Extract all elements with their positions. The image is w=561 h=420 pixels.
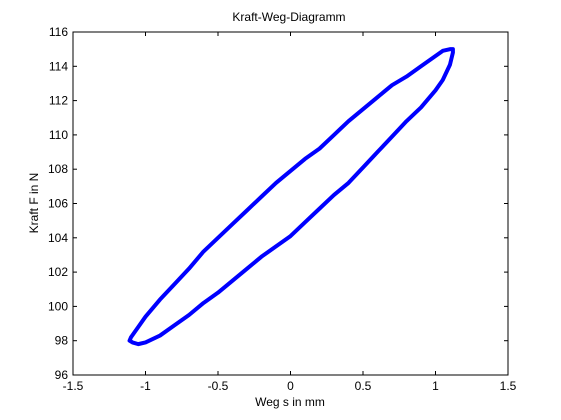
- y-tick-label: 108: [48, 162, 68, 176]
- y-tick-label: 114: [49, 59, 68, 73]
- x-tick-label: 0: [287, 379, 294, 393]
- y-axis-label: Kraft F in N: [27, 173, 41, 234]
- x-tick-label: 0.5: [355, 379, 372, 393]
- y-tick-label: 110: [49, 128, 68, 142]
- y-tick-label: 96: [55, 368, 69, 382]
- x-tick-label: -1.5: [63, 379, 84, 393]
- y-tick-label: 100: [48, 299, 68, 313]
- x-tick-label: -1: [140, 379, 151, 393]
- x-axis-label: Weg s in mm: [255, 395, 325, 409]
- y-tick-label: 102: [48, 265, 68, 279]
- x-tick-label: 1: [432, 379, 439, 393]
- chart-title: Kraft-Weg-Diagramm: [232, 10, 345, 24]
- y-tick-label: 112: [49, 94, 68, 108]
- y-tick-label: 98: [55, 334, 69, 348]
- y-tick-label: 106: [48, 197, 68, 211]
- x-tick-label: 1.5: [500, 379, 517, 393]
- y-axis: 96 98 100 102 104 106 108 110 112 114 116: [48, 25, 508, 382]
- x-axis: -1.5 -1 -0.5 0 0.5 1 1.5: [63, 32, 517, 393]
- y-tick-label: 116: [49, 25, 68, 39]
- x-tick-label: -0.5: [208, 379, 229, 393]
- y-tick-label: 104: [48, 231, 68, 245]
- hysteresis-curve: [127, 47, 455, 347]
